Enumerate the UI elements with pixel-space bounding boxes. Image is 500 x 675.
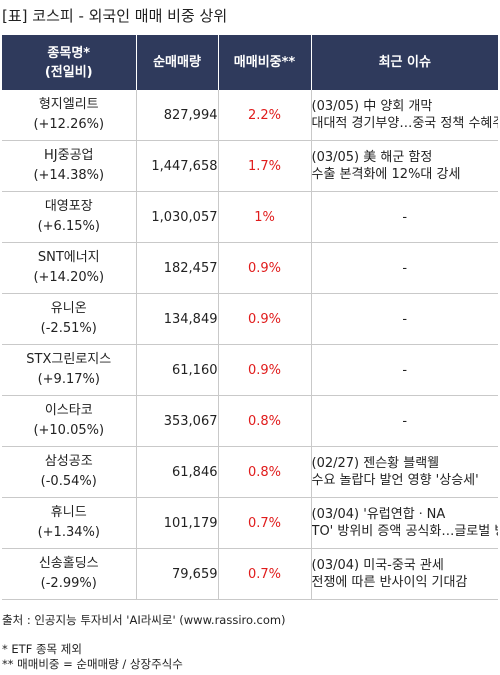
- header-trade-ratio: 매매비중**: [217, 35, 311, 90]
- foreign-trading-table: 종목명* (전일비) 순매매량 매매비중** 최근 이슈 형지엘리트 (+12.2…: [2, 35, 498, 600]
- stock-name-cell: 휴니드 (+1.34%): [2, 497, 136, 549]
- stock-name: SNT에너지: [37, 250, 100, 265]
- stock-name-cell: STX그린로지스 (+9.17%): [2, 344, 136, 396]
- issue-line-1: (03/04) '유럽연합ㆍNA: [311, 507, 446, 522]
- net-volume-cell: 79,659: [135, 548, 218, 600]
- stock-change: (+1.34%): [37, 525, 100, 540]
- header-net-volume: 순매매량: [135, 35, 218, 90]
- table-body: 형지엘리트 (+12.26%) 827,994 2.2% (03/05) 中 양회 개막…: [2, 90, 498, 600]
- footnote-ratio: ** 매매비중 = 순매매량 / 상장주식수: [2, 657, 183, 671]
- stock-name-cell: HJ중공업 (+14.38%): [2, 140, 136, 192]
- recent-issue-cell: -: [310, 191, 498, 243]
- issue-line-2: 수출 본격화에 12%대 강세: [311, 167, 461, 182]
- stock-change: (+9.17%): [37, 372, 100, 387]
- stock-name: 삼성공조: [44, 454, 93, 469]
- table-row: 휴니드 (+1.34%) 101,179 0.7% (03/04) '유럽연합ㆍNA TO…: [2, 497, 499, 549]
- stock-name-cell: 이스타코 (+10.05%): [2, 395, 136, 447]
- issue-empty: -: [402, 260, 408, 276]
- table-row: 유니온 (-2.51%) 134,849 0.9% -: [2, 293, 498, 345]
- stock-name-cell: 대영포장 (+6.15%): [2, 191, 136, 243]
- trade-ratio-cell: 2.2%: [217, 90, 311, 141]
- trade-ratio-cell: 0.7%: [217, 497, 311, 549]
- issue-line-1: (03/05) 中 양회 개막: [311, 99, 433, 114]
- stock-name: STX그린로지스: [26, 352, 112, 367]
- issue-empty: -: [402, 413, 408, 429]
- net-volume-cell: 101,179: [135, 497, 218, 549]
- table-row: 이스타코 (+10.05%) 353,067 0.8% -: [2, 395, 498, 447]
- recent-issue-cell: -: [310, 344, 498, 396]
- stock-name: 신송홀딩스: [38, 556, 99, 571]
- stock-name: 형지엘리트: [38, 97, 99, 112]
- recent-issue-cell: -: [310, 293, 498, 345]
- issue-line-1: (03/04) 미국-중국 관세: [311, 558, 444, 573]
- stock-name-cell: 형지엘리트 (+12.26%): [2, 90, 136, 141]
- trade-ratio-cell: 0.9%: [217, 242, 311, 294]
- net-volume-cell: 827,994: [135, 90, 218, 141]
- issue-line-2: 수요 놀랍다 발언 영향 '상승세': [311, 473, 479, 488]
- stock-name-cell: 신송홀딩스 (-2.99%): [2, 548, 136, 600]
- stock-name-cell: 유니온 (-2.51%): [2, 293, 136, 345]
- trade-ratio-cell: 0.9%: [217, 344, 311, 396]
- stock-name-cell: SNT에너지 (+14.20%): [2, 242, 136, 294]
- table-row: SNT에너지 (+14.20%) 182,457 0.9% -: [2, 242, 498, 294]
- footnote-etf: * ETF 종목 제외: [2, 642, 82, 656]
- stock-name: 유니온: [50, 301, 87, 316]
- trade-ratio-cell: 0.8%: [217, 446, 311, 498]
- recent-issue-cell: (03/04) '유럽연합ㆍNA TO' 방위비 증액 공식화…글로벌 방산주 상…: [310, 497, 499, 549]
- stock-name-cell: 삼성공조 (-0.54%): [2, 446, 136, 498]
- stock-name: 대영포장: [44, 199, 93, 214]
- source-note: 출처 : 인공지능 투자비서 'AI라씨로' (www.rassiro.com): [2, 613, 286, 627]
- stock-change: (+10.05%): [33, 423, 105, 438]
- trade-ratio-cell: 1%: [217, 191, 311, 243]
- trade-ratio-cell: 0.8%: [217, 395, 311, 447]
- net-volume-cell: 134,849: [135, 293, 218, 345]
- issue-empty: -: [402, 311, 408, 327]
- issue-line-1: (03/05) 美 해군 함정: [311, 150, 433, 165]
- issue-line-1: (02/27) 젠슨황 블랙웰: [311, 456, 440, 471]
- header-stock-name: 종목명* (전일비): [2, 35, 136, 90]
- issue-line-2: 전쟁에 따른 반사이익 기대감: [311, 575, 468, 590]
- net-volume-cell: 182,457: [135, 242, 218, 294]
- recent-issue-cell: -: [310, 242, 498, 294]
- stock-change: (+12.26%): [33, 117, 105, 132]
- issue-line-2: TO' 방위비 증액 공식화…글로벌 방산주 상승: [311, 524, 499, 539]
- stock-change: (-2.51%): [40, 321, 97, 336]
- net-volume-cell: 1,030,057: [135, 191, 218, 243]
- table-header-row: 종목명* (전일비) 순매매량 매매비중** 최근 이슈: [2, 35, 498, 90]
- header-recent-issue: 최근 이슈: [310, 35, 498, 90]
- stock-change: (+14.20%): [33, 270, 105, 285]
- issue-line-2: 대대적 경기부양…중국 정책 수혜주 급등: [311, 116, 499, 131]
- trade-ratio-cell: 0.9%: [217, 293, 311, 345]
- stock-change: (-0.54%): [40, 474, 97, 489]
- stock-name: HJ중공업: [44, 148, 94, 163]
- table-row: HJ중공업 (+14.38%) 1,447,658 1.7% (03/05) 美 해군 …: [2, 140, 498, 192]
- table-title: [표] 코스피 - 외국인 매매 비중 상위: [2, 7, 228, 25]
- net-volume-cell: 1,447,658: [135, 140, 218, 192]
- issue-empty: -: [402, 209, 408, 225]
- recent-issue-cell: -: [310, 395, 498, 447]
- net-volume-cell: 61,160: [135, 344, 218, 396]
- issue-empty: -: [402, 362, 408, 378]
- net-volume-cell: 61,846: [135, 446, 218, 498]
- stock-change: (-2.99%): [40, 576, 97, 591]
- stock-name: 휴니드: [50, 505, 87, 520]
- trade-ratio-cell: 0.7%: [217, 548, 311, 600]
- table-row: 대영포장 (+6.15%) 1,030,057 1% -: [2, 191, 498, 243]
- net-volume-cell: 353,067: [135, 395, 218, 447]
- stock-name: 이스타코: [44, 403, 93, 418]
- stock-change: (+6.15%): [37, 219, 100, 234]
- trade-ratio-cell: 1.7%: [217, 140, 311, 192]
- table-row: 형지엘리트 (+12.26%) 827,994 2.2% (03/05) 中 양회 개막…: [2, 90, 498, 141]
- table-row: STX그린로지스 (+9.17%) 61,160 0.9% -: [2, 344, 498, 396]
- stock-change: (+14.38%): [33, 168, 105, 183]
